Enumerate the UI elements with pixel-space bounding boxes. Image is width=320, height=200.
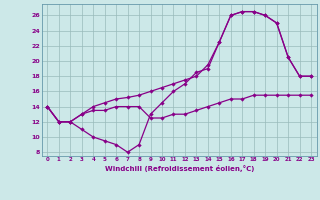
X-axis label: Windchill (Refroidissement éolien,°C): Windchill (Refroidissement éolien,°C): [105, 165, 254, 172]
